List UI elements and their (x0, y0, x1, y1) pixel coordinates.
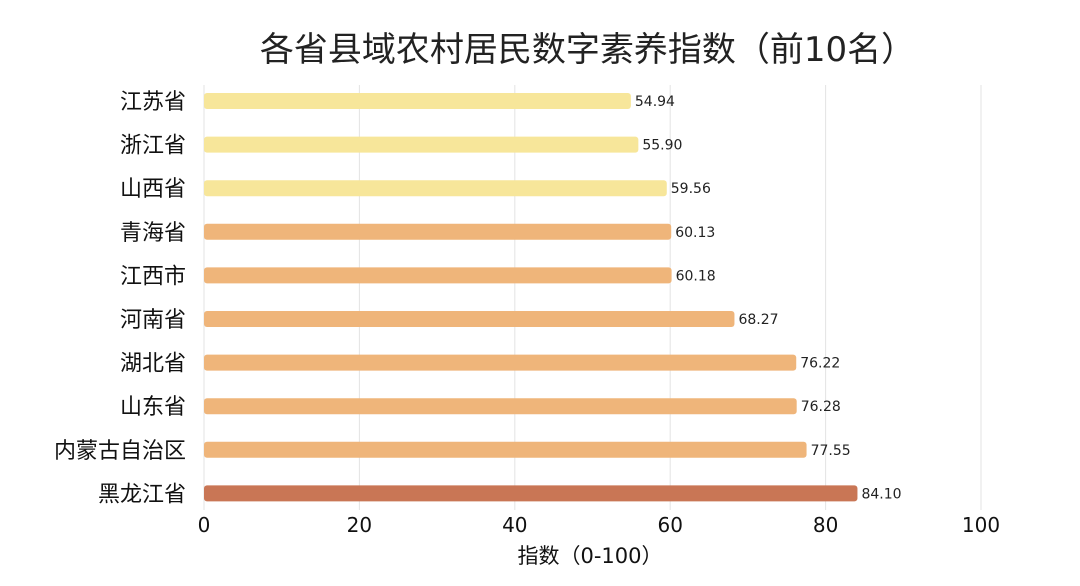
chart-title: 各省县域农村居民数字素养指数（前10名） (259, 30, 916, 70)
x-tick-label: 60 (657, 513, 682, 537)
bars (204, 93, 858, 502)
category-label: 河南省 (120, 308, 186, 333)
bar (204, 398, 797, 415)
bar (204, 136, 639, 153)
data-label: 76.22 (800, 356, 840, 372)
gridlines (203, 85, 982, 510)
data-label: 59.56 (671, 181, 711, 197)
category-label: 江西市 (120, 264, 186, 289)
x-tick-label: 20 (347, 513, 372, 537)
category-label: 山东省 (120, 395, 186, 420)
bar (204, 223, 672, 240)
category-label: 山西省 (120, 177, 186, 202)
x-tick-label: 100 (962, 513, 1000, 537)
category-label: 浙江省 (120, 134, 186, 159)
category-label: 江苏省 (120, 90, 186, 115)
bar (204, 93, 631, 109)
data-label: 55.90 (642, 138, 682, 154)
bar (204, 354, 797, 371)
data-label: 76.28 (801, 399, 841, 415)
x-tick-label: 80 (813, 513, 838, 537)
data-label: 84.10 (861, 486, 901, 502)
data-label: 68.27 (738, 312, 778, 328)
bar (204, 441, 807, 458)
bar (204, 485, 858, 502)
category-label: 内蒙古自治区 (54, 439, 186, 464)
bar (204, 311, 735, 327)
category-label: 湖北省 (120, 352, 186, 377)
x-tick-label: 40 (502, 513, 527, 537)
bar (204, 267, 672, 284)
category-label: 黑龙江省 (98, 482, 186, 507)
data-label: 60.13 (675, 225, 715, 241)
x-tick-label: 0 (198, 513, 211, 537)
x-tick-labels: 0 20 40 60 80 100 (198, 513, 1000, 537)
data-label: 77.55 (811, 443, 851, 459)
bar (204, 180, 667, 197)
category-label: 青海省 (120, 221, 186, 246)
x-axis-title: 指数（0-100） (517, 544, 662, 568)
value-labels: 54.94 55.90 59.56 60.13 60.18 68.27 76.22 76.28… (635, 94, 902, 502)
data-label: 54.94 (635, 94, 675, 110)
data-label: 60.18 (676, 268, 716, 284)
